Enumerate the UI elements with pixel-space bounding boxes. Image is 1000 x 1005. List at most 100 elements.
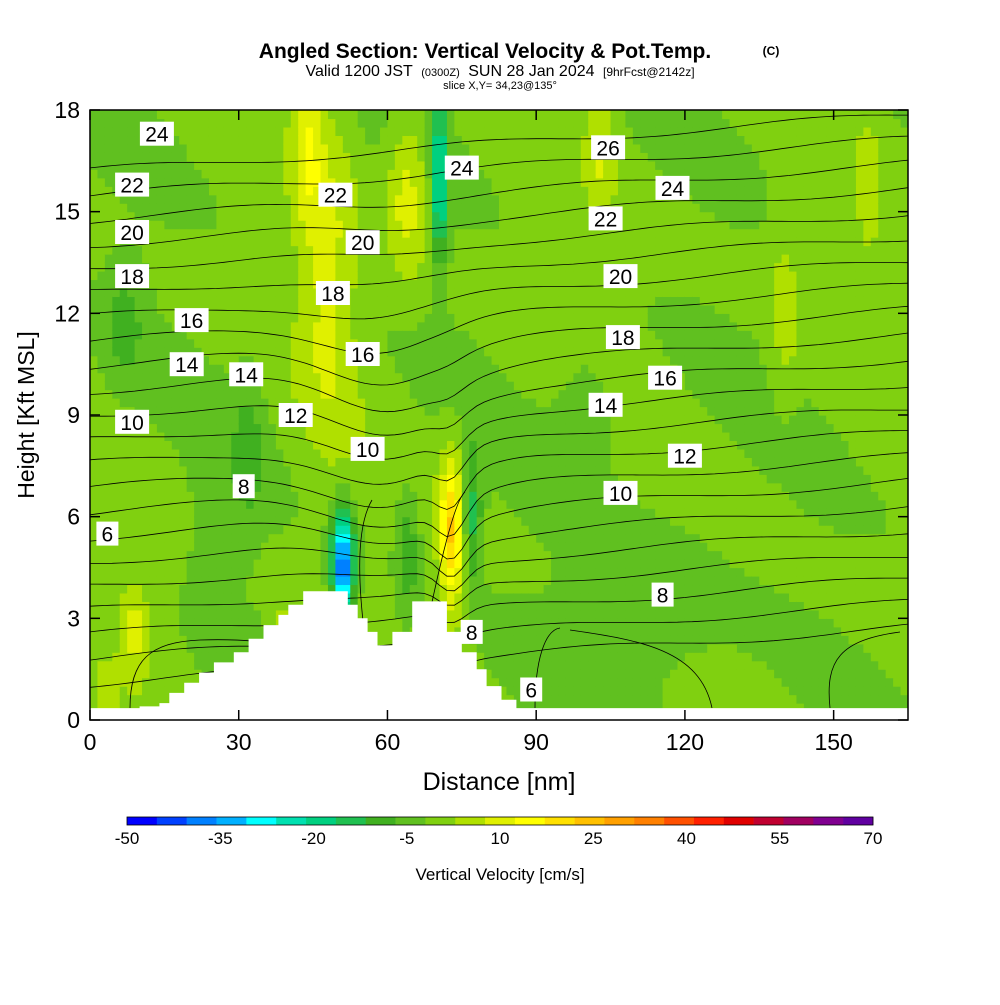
velocity-cell — [424, 347, 433, 357]
velocity-cell — [513, 279, 522, 289]
velocity-cell — [97, 177, 106, 187]
velocity-cell — [283, 237, 292, 247]
velocity-cell — [179, 135, 188, 145]
velocity-cell — [156, 169, 165, 179]
velocity-cell — [521, 296, 530, 306]
velocity-cell — [484, 499, 493, 509]
velocity-cell — [491, 550, 500, 560]
velocity-cell — [216, 110, 225, 120]
velocity-cell — [231, 533, 240, 543]
velocity-cell — [283, 169, 292, 179]
velocity-cell — [134, 516, 143, 526]
velocity-cell — [513, 186, 522, 196]
velocity-cell — [149, 279, 158, 289]
velocity-cell — [521, 660, 530, 670]
velocity-cell — [97, 313, 106, 323]
velocity-cell — [164, 228, 173, 238]
velocity-cell — [104, 575, 113, 586]
velocity-cell — [216, 652, 225, 662]
velocity-cell — [424, 126, 433, 137]
velocity-cell — [298, 135, 307, 145]
velocity-cell — [536, 321, 545, 331]
velocity-cell — [595, 677, 604, 687]
velocity-cell — [372, 508, 381, 518]
velocity-cell — [380, 245, 389, 255]
velocity-cell — [223, 491, 232, 501]
velocity-cell — [417, 372, 426, 382]
velocity-cell — [387, 609, 396, 619]
velocity-cell — [238, 601, 247, 611]
velocity-cell — [580, 304, 589, 314]
velocity-cell — [283, 177, 292, 187]
velocity-cell — [201, 660, 210, 670]
velocity-cell — [409, 118, 418, 128]
velocity-cell — [521, 381, 530, 391]
velocity-cell — [513, 304, 522, 314]
velocity-cell — [327, 220, 336, 230]
velocity-cell — [335, 457, 344, 467]
velocity-cell — [454, 415, 463, 425]
velocity-cell — [194, 338, 203, 348]
velocity-cell — [603, 550, 612, 560]
velocity-cell — [558, 525, 567, 535]
velocity-cell — [446, 118, 455, 128]
velocity-cell — [268, 601, 277, 611]
velocity-cell — [521, 118, 530, 128]
velocity-cell — [149, 110, 158, 120]
velocity-cell — [499, 559, 508, 569]
velocity-cell — [119, 118, 128, 128]
velocity-cell — [223, 270, 232, 281]
velocity-cell — [268, 364, 277, 374]
velocity-cell — [231, 118, 240, 128]
velocity-cell — [194, 118, 203, 128]
velocity-cell — [320, 135, 329, 145]
velocity-cell — [365, 423, 374, 433]
velocity-cell — [194, 245, 203, 255]
velocity-cell — [112, 686, 121, 696]
velocity-cell — [275, 245, 284, 255]
velocity-cell — [417, 262, 426, 272]
velocity-cell — [127, 364, 136, 374]
velocity-cell — [461, 423, 470, 433]
velocity-cell — [246, 279, 255, 289]
velocity-cell — [186, 338, 195, 348]
velocity-cell — [194, 559, 203, 569]
velocity-cell — [387, 321, 396, 331]
velocity-cell — [112, 372, 121, 382]
velocity-cell — [164, 542, 173, 552]
velocity-cell — [446, 296, 455, 306]
velocity-cell — [424, 457, 433, 467]
velocity-cell — [543, 440, 552, 450]
velocity-cell — [417, 423, 426, 433]
velocity-cell — [365, 499, 374, 509]
velocity-cell — [238, 296, 247, 306]
velocity-cell — [156, 660, 165, 670]
velocity-cell — [387, 372, 396, 382]
velocity-cell — [142, 542, 151, 552]
velocity-cell — [580, 270, 589, 281]
velocity-cell — [342, 559, 351, 569]
velocity-cell — [298, 592, 307, 602]
velocity-cell — [551, 457, 560, 467]
velocity-cell — [253, 482, 262, 492]
velocity-cell — [119, 525, 128, 535]
velocity-cell — [491, 372, 500, 382]
velocity-cell — [156, 465, 165, 475]
velocity-cell — [446, 262, 455, 272]
velocity-cell — [350, 270, 359, 281]
velocity-cell — [97, 626, 106, 636]
velocity-cell — [149, 508, 158, 518]
velocity-cell — [179, 482, 188, 492]
velocity-cell — [417, 169, 426, 179]
velocity-cell — [417, 381, 426, 391]
velocity-cell — [424, 389, 433, 399]
velocity-cell — [313, 584, 322, 594]
velocity-cell — [499, 601, 508, 611]
velocity-cell — [513, 550, 522, 560]
velocity-cell — [439, 279, 448, 289]
velocity-cell — [551, 169, 560, 179]
velocity-cell — [402, 110, 411, 120]
velocity-cell — [156, 160, 165, 170]
velocity-cell — [156, 415, 165, 425]
velocity-cell — [536, 465, 545, 475]
